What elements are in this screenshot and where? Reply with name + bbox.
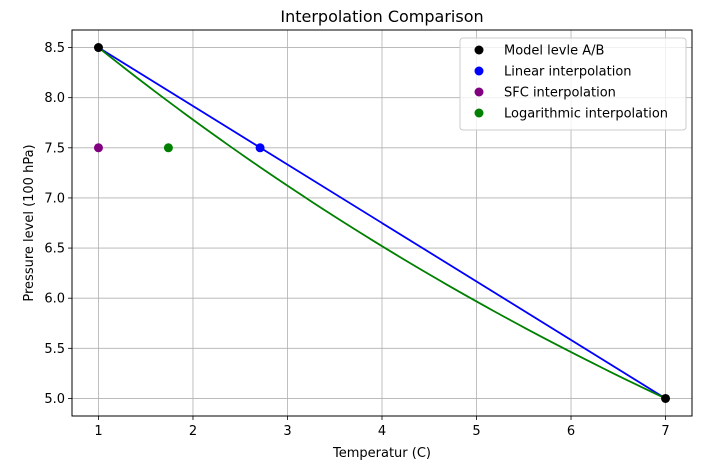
y-tick-label: 5.0 (44, 392, 65, 407)
data-points (93, 43, 671, 403)
y-tick-label: 8.0 (44, 91, 65, 106)
data-point (93, 43, 103, 53)
x-tick-label: 1 (94, 424, 102, 439)
y-tick-label: 5.5 (44, 342, 65, 357)
legend-marker (474, 87, 484, 97)
x-axis-label: Temperatur (C) (332, 446, 431, 461)
legend-label: Model levle A/B (504, 44, 604, 59)
logarithmic-interpolation-line (97, 46, 666, 400)
legend-marker (474, 45, 484, 55)
series-lines (97, 46, 667, 400)
legend-marker (474, 66, 484, 76)
y-tick-label: 6.0 (44, 292, 65, 307)
legend-label: Logarithmic interpolation (504, 107, 668, 122)
legend-box (459, 37, 687, 131)
y-tick-label: 6.5 (44, 242, 65, 257)
y-tick-label: 7.5 (44, 141, 65, 156)
x-tick-label: 2 (189, 424, 197, 439)
data-point (255, 143, 265, 153)
data-point (93, 143, 103, 153)
legend-label: SFC interpolation (504, 86, 616, 101)
linear-interpolation-line (97, 46, 667, 400)
x-tick-label: 4 (378, 424, 386, 439)
y-axis-label: Pressure level (100 hPa) (22, 144, 37, 301)
data-point (163, 143, 173, 153)
legend-label: Linear interpolation (504, 65, 632, 80)
legend-marker (474, 108, 484, 118)
y-tick-label: 8.5 (44, 41, 65, 56)
x-tick-label: 5 (472, 424, 480, 439)
x-tick-label: 7 (661, 424, 669, 439)
x-tick-label: 6 (567, 424, 575, 439)
y-tick-label: 7.0 (44, 191, 65, 206)
ticks: 1 2 3 4 5 6 7 5.0 5.5 6.0 6.5 7.0 7.5 8.0 8.5 (44, 41, 669, 439)
legend: Model levle A/B Linear interpolation SFC i… (459, 37, 687, 131)
chart-title: Interpolation Comparison (280, 7, 483, 26)
data-point (661, 393, 671, 403)
x-tick-label: 3 (283, 424, 291, 439)
